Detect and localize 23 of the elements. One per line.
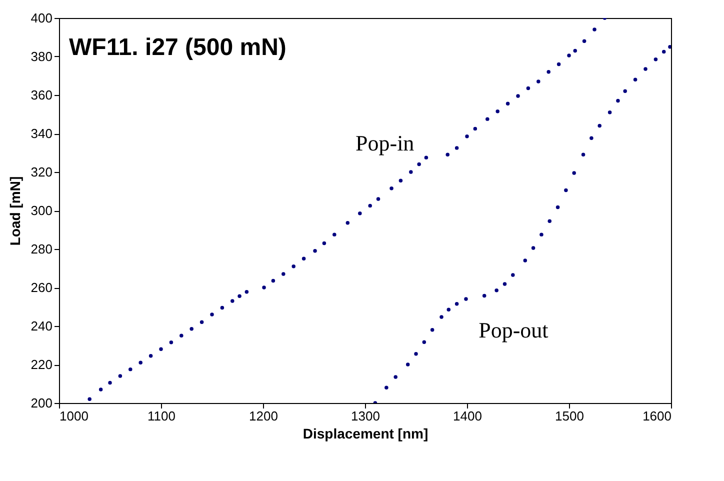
y-tick-label: 340	[30, 126, 52, 141]
y-tick-label: 220	[30, 357, 52, 372]
y-tick-label: 300	[30, 203, 52, 218]
x-axis-title: Displacement [nm]	[302, 426, 428, 442]
annotation: Pop-in	[356, 130, 414, 156]
y-tick-label: 200	[30, 396, 52, 410]
text: WF11. i27 (500 mN)	[69, 34, 286, 61]
y-tick-label: 280	[30, 242, 52, 256]
y-axis-title: Load [mN]	[6, 176, 23, 246]
y-tick-label: 380	[30, 49, 52, 64]
annotation: Pop-out	[478, 317, 548, 342]
y-tick-label: 260	[30, 280, 52, 295]
y-tick-label: 240	[30, 318, 52, 334]
x-tick-label: 1100	[148, 408, 176, 424]
y-tick-label: 400	[30, 10, 52, 26]
x-tick-label: 1500	[555, 408, 584, 424]
x-tick-label: 1600	[642, 408, 672, 424]
x-tick-label: 1300	[351, 408, 380, 424]
y-tick-label: 360	[30, 88, 52, 102]
x-tick-label: 1200	[249, 408, 278, 424]
y-tick-label: 320	[30, 164, 52, 180]
x-tick-label: 1400	[453, 408, 482, 424]
x-tick-label: 1000	[60, 408, 88, 424]
